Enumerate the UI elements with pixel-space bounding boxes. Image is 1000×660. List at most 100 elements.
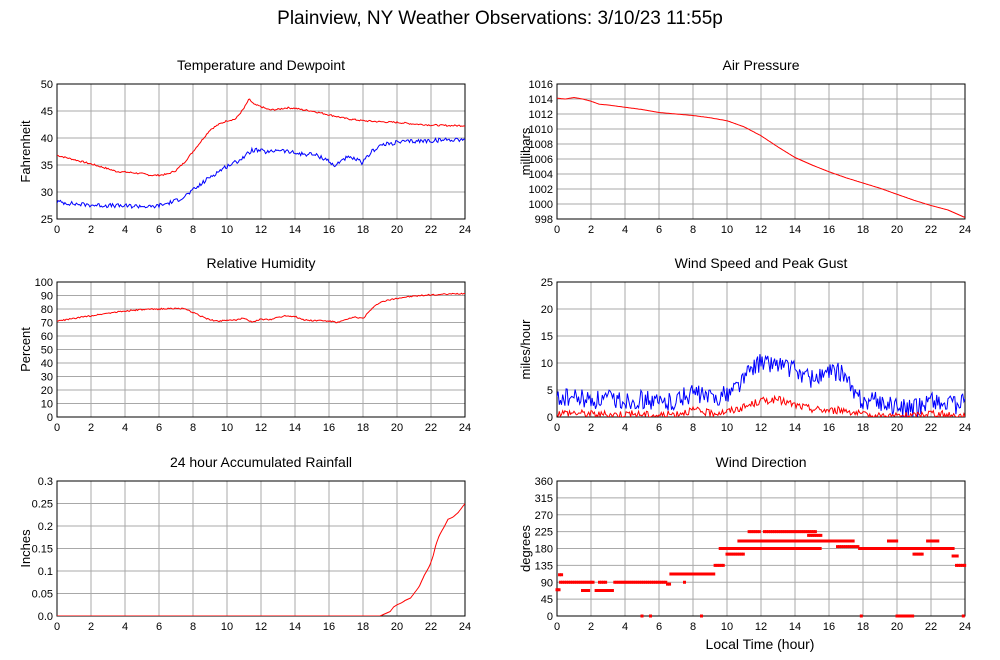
data-point <box>919 547 923 550</box>
data-point <box>895 614 899 618</box>
y-tick-label: 0.15 <box>32 544 53 556</box>
y-tick-label: 1010 <box>529 124 553 136</box>
data-point <box>766 539 770 543</box>
data-point <box>926 539 930 543</box>
x-tick-label: 8 <box>690 224 696 236</box>
chart-title: Relative Humidity <box>207 255 316 271</box>
data-point <box>783 547 787 550</box>
data-point <box>925 547 929 550</box>
data-point <box>951 547 955 550</box>
x-tick-label: 12 <box>255 224 267 236</box>
data-point <box>735 552 739 556</box>
x-tick-label: 20 <box>391 621 403 633</box>
x-tick-label: 18 <box>357 422 369 434</box>
data-point <box>762 539 766 543</box>
data-point <box>829 539 833 543</box>
y-tick-label: 50 <box>41 345 53 357</box>
data-point <box>793 530 797 534</box>
chart-title: Wind Direction <box>715 454 806 470</box>
data-point <box>610 589 614 592</box>
data-point <box>842 545 846 549</box>
data-point <box>600 580 604 584</box>
data-point <box>921 547 924 550</box>
series-line <box>57 503 465 616</box>
data-point <box>833 539 837 543</box>
data-point <box>957 563 961 567</box>
data-point <box>931 547 935 550</box>
data-point <box>785 539 789 543</box>
data-point <box>737 539 741 543</box>
y-tick-label: 0 <box>547 412 553 424</box>
data-point <box>751 547 755 550</box>
y-axis-label: Fahrenheit <box>18 120 33 183</box>
data-point <box>895 539 899 543</box>
data-point <box>775 530 779 534</box>
data-point <box>750 539 754 543</box>
data-point <box>840 545 844 549</box>
data-point <box>886 547 890 550</box>
data-point <box>951 554 955 558</box>
x-tick-label: 8 <box>190 621 196 633</box>
data-point <box>858 547 862 550</box>
data-point <box>649 614 652 618</box>
data-point <box>677 572 681 576</box>
data-point <box>949 547 953 550</box>
data-point <box>914 552 918 556</box>
data-point <box>898 614 902 618</box>
series-line <box>57 137 465 209</box>
data-point <box>889 539 893 543</box>
data-point <box>900 614 904 618</box>
data-point <box>907 547 911 550</box>
data-point <box>783 539 787 543</box>
data-point <box>713 563 717 567</box>
data-point <box>898 547 902 550</box>
x-tick-label: 12 <box>255 422 267 434</box>
x-tick-label: 8 <box>190 224 196 236</box>
y-tick-label: 100 <box>35 277 53 289</box>
data-point <box>793 539 797 543</box>
data-point <box>911 614 915 618</box>
data-point <box>797 530 801 534</box>
x-tick-label: 24 <box>959 422 971 434</box>
x-tick-label: 12 <box>755 621 767 633</box>
data-point <box>905 614 909 618</box>
chart-title: Wind Speed and Peak Gust <box>675 255 848 271</box>
plot-frame <box>556 281 966 418</box>
data-point <box>571 580 575 584</box>
data-point <box>732 547 736 550</box>
data-point <box>777 539 781 543</box>
y-tick-label: 225 <box>535 527 553 539</box>
data-point <box>787 530 791 534</box>
data-point <box>909 547 913 550</box>
data-point <box>717 563 721 567</box>
data-point <box>841 539 845 543</box>
data-point <box>864 547 868 550</box>
data-point <box>760 539 764 543</box>
data-point <box>850 545 854 549</box>
data-point <box>745 547 749 550</box>
data-point <box>575 580 579 584</box>
data-point <box>815 539 819 543</box>
data-point <box>720 547 724 550</box>
x-tick-label: 10 <box>721 621 733 633</box>
data-point <box>569 580 573 584</box>
data-point <box>589 580 593 584</box>
data-point <box>695 572 699 576</box>
data-point <box>743 547 747 550</box>
data-point <box>844 545 848 549</box>
data-point <box>920 552 924 556</box>
data-point <box>868 547 872 550</box>
x-tick-label: 4 <box>122 224 128 236</box>
data-point <box>753 530 757 534</box>
x-tick-label: 18 <box>857 621 869 633</box>
data-point <box>905 547 909 550</box>
data-point <box>702 572 706 576</box>
x-tick-label: 18 <box>857 224 869 236</box>
x-tick-label: 24 <box>459 621 471 633</box>
y-tick-label: 0.05 <box>32 589 53 601</box>
data-point <box>735 547 739 550</box>
x-tick-label: 24 <box>959 621 971 633</box>
data-point <box>594 589 598 592</box>
y-tick-label: 360 <box>535 476 553 488</box>
